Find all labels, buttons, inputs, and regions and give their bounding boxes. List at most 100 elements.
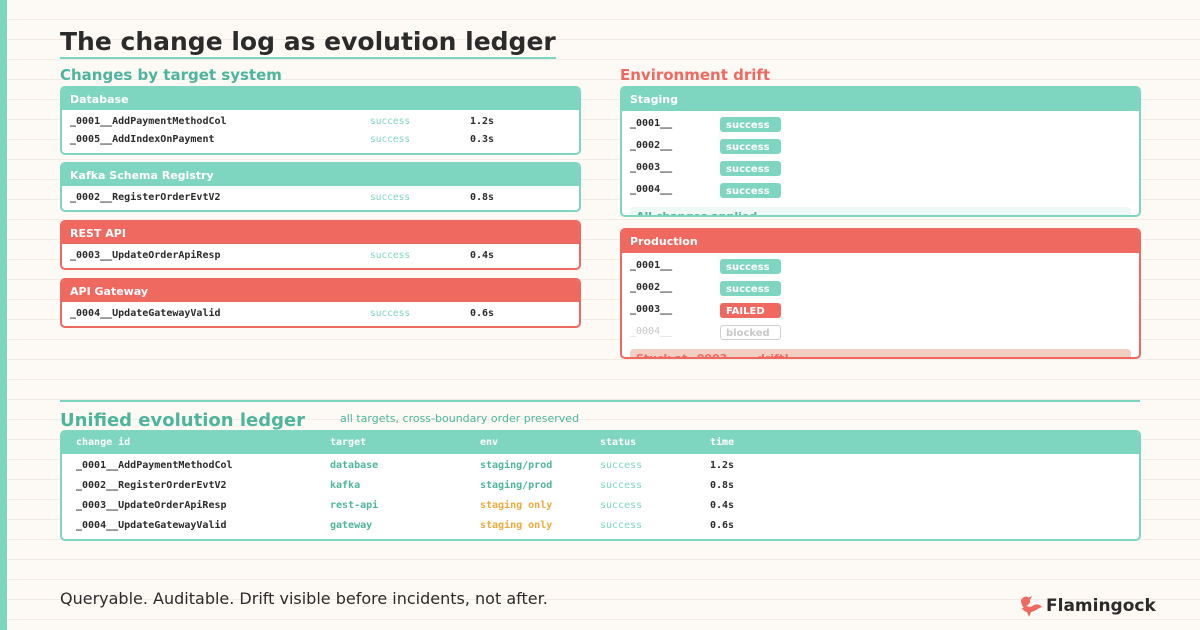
ledger-change-id: _0001__AddPaymentMethodCol xyxy=(76,460,233,471)
status-badge: blocked xyxy=(720,325,781,340)
env-row: _0002__ success xyxy=(622,139,1139,155)
change-status: success xyxy=(370,116,411,127)
change-status: success xyxy=(370,192,411,203)
column-header: target xyxy=(330,437,367,448)
env-card-header: Production xyxy=(622,230,1139,253)
table-row: _0001__AddPaymentMethodCol database stag… xyxy=(62,460,1139,474)
change-id: _0002__ xyxy=(630,282,673,293)
change-time: 0.6s xyxy=(470,308,495,319)
change-id: _0001__ xyxy=(630,118,673,129)
change-status: success xyxy=(370,308,411,319)
change-row: _0003__UpdateOrderApiResp success 0.4s xyxy=(62,250,579,264)
ledger-status: success xyxy=(600,460,643,471)
ledger-target: gateway xyxy=(330,520,373,531)
ledger-status: success xyxy=(600,520,643,531)
change-row: _0005__AddIndexOnPayment success 0.3s xyxy=(62,134,579,148)
change-status: success xyxy=(370,250,411,261)
change-status: success xyxy=(370,134,411,145)
target-card-header: API Gateway xyxy=(62,280,579,302)
change-time: 0.3s xyxy=(470,134,495,145)
env-row: _0001__ success xyxy=(622,259,1139,275)
status-badge: success xyxy=(720,161,781,176)
ledger-target: kafka xyxy=(330,480,361,491)
target-card-api-gateway: API Gateway _0004__UpdateGatewayValid su… xyxy=(60,278,581,328)
page-title: The change log as evolution ledger xyxy=(60,27,556,59)
column-header: env xyxy=(480,437,499,448)
change-time: 0.8s xyxy=(470,192,495,203)
change-row: _0004__UpdateGatewayValid success 0.6s xyxy=(62,308,579,322)
target-card-header: Database xyxy=(62,88,579,110)
ledger-change-id: _0002__RegisterOrderEvtV2 xyxy=(76,480,227,491)
flamingo-icon xyxy=(1021,596,1042,617)
ledger-target: database xyxy=(330,460,379,471)
change-id: _0004__ xyxy=(630,326,673,337)
env-row: _0003__ FAILED xyxy=(622,303,1139,319)
drift-title: Environment drift xyxy=(620,66,771,84)
ledger-table: change id target env status time _0001__… xyxy=(60,430,1141,541)
change-id: _0004__UpdateGatewayValid xyxy=(70,308,221,319)
change-id: _0001__ xyxy=(630,260,673,271)
target-card-database: Database _0001__AddPaymentMethodCol succ… xyxy=(60,86,581,155)
table-row: _0002__RegisterOrderEvtV2 kafka staging/… xyxy=(62,480,1139,494)
ledger-status: success xyxy=(600,480,643,491)
brand-logo: Flamingock xyxy=(1018,592,1168,620)
env-card-production: Production _0001__ success _0002__ succe… xyxy=(620,228,1141,359)
status-badge: success xyxy=(720,259,781,274)
env-row: _0004__ success xyxy=(622,183,1139,199)
change-id: _0005__AddIndexOnPayment xyxy=(70,134,215,145)
change-id: _0003__UpdateOrderApiResp xyxy=(70,250,221,261)
target-card-rest-api: REST API _0003__UpdateOrderApiResp succe… xyxy=(60,220,581,270)
env-card-header: Staging xyxy=(622,88,1139,111)
ledger-env: staging/prod xyxy=(480,460,553,471)
change-id: _0001__AddPaymentMethodCol xyxy=(70,116,227,127)
status-badge: success xyxy=(720,117,781,132)
ledger-env: staging/prod xyxy=(480,480,553,491)
section-divider xyxy=(60,400,1140,402)
target-card-kafka: Kafka Schema Registry _0002__RegisterOrd… xyxy=(60,162,581,212)
change-id: _0002__ xyxy=(630,140,673,151)
change-time: 0.4s xyxy=(470,250,495,261)
by-target-title: Changes by target system xyxy=(60,66,282,84)
ledger-status: success xyxy=(600,500,643,511)
brand-name: Flamingock xyxy=(1046,596,1156,616)
env-row: _0004__ blocked xyxy=(622,325,1139,341)
env-note: Stuck at _0003__ — drift! xyxy=(630,349,1131,357)
ledger-title: Unified evolution ledger xyxy=(60,410,306,431)
accent-bar xyxy=(0,0,7,630)
change-id: _0003__ xyxy=(630,304,673,315)
ledger-change-id: _0004__UpdateGatewayValid xyxy=(76,520,227,531)
status-badge: success xyxy=(720,139,781,154)
table-row: _0003__UpdateOrderApiResp rest-api stagi… xyxy=(62,500,1139,514)
status-badge: success xyxy=(720,281,781,296)
target-card-header: REST API xyxy=(62,222,579,244)
ledger-header: change id target env status time xyxy=(62,432,1139,454)
ledger-env: staging only xyxy=(480,500,553,511)
table-row: _0004__UpdateGatewayValid gateway stagin… xyxy=(62,520,1139,534)
status-badge: success xyxy=(720,183,781,198)
ledger-target: rest-api xyxy=(330,500,379,511)
env-row: _0002__ success xyxy=(622,281,1139,297)
target-card-header: Kafka Schema Registry xyxy=(62,164,579,186)
change-id: _0003__ xyxy=(630,162,673,173)
ledger-env: staging only xyxy=(480,520,553,531)
env-note: All changes applied xyxy=(630,207,1131,215)
ledger-subtitle: all targets, cross-boundary order preser… xyxy=(340,412,580,425)
change-id: _0004__ xyxy=(630,184,673,195)
column-header: status xyxy=(600,437,637,448)
column-header: change id xyxy=(76,437,131,448)
change-row: _0002__RegisterOrderEvtV2 success 0.8s xyxy=(62,192,579,206)
env-row: _0003__ success xyxy=(622,161,1139,177)
footer-tagline: Queryable. Auditable. Drift visible befo… xyxy=(60,589,548,608)
env-row: _0001__ success xyxy=(622,117,1139,133)
change-row: _0001__AddPaymentMethodCol success 1.2s xyxy=(62,116,579,130)
ledger-time: 0.8s xyxy=(710,480,735,491)
ledger-time: 0.4s xyxy=(710,500,735,511)
status-badge: FAILED xyxy=(720,303,781,318)
change-time: 1.2s xyxy=(470,116,495,127)
change-id: _0002__RegisterOrderEvtV2 xyxy=(70,192,221,203)
ledger-time: 1.2s xyxy=(710,460,735,471)
column-header: time xyxy=(710,437,735,448)
env-card-staging: Staging _0001__ success _0002__ success … xyxy=(620,86,1141,217)
ledger-time: 0.6s xyxy=(710,520,735,531)
ledger-change-id: _0003__UpdateOrderApiResp xyxy=(76,500,227,511)
